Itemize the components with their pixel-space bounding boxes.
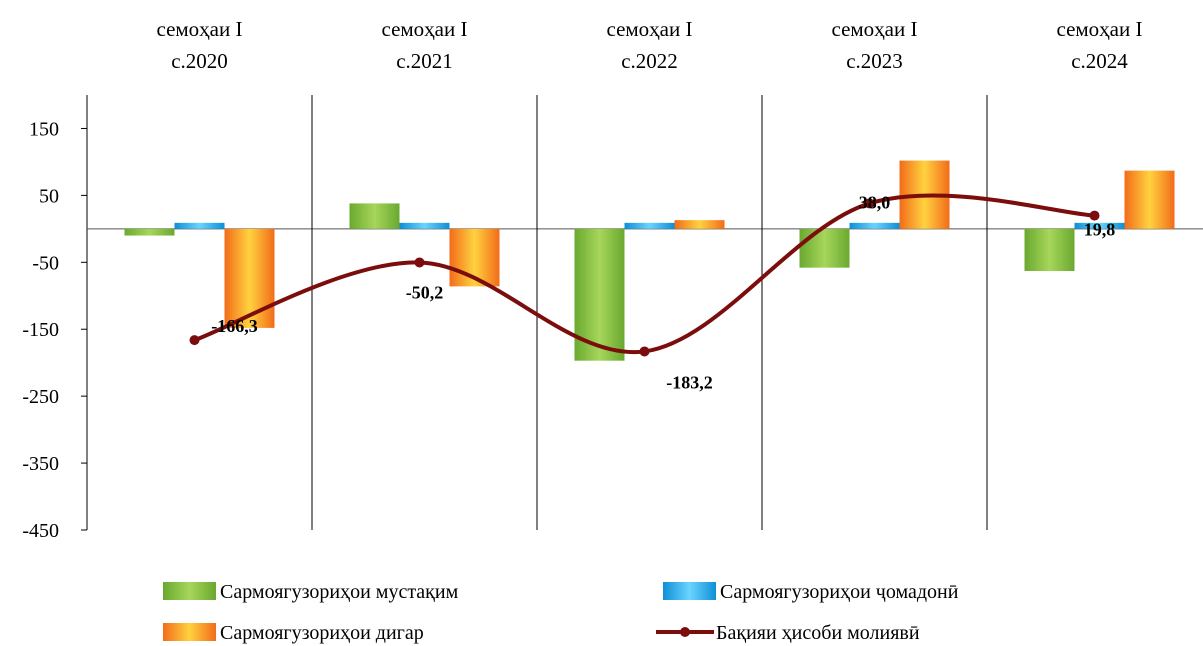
y-tick-label: -250 — [22, 386, 59, 408]
bar-other-2 — [674, 220, 725, 229]
legend-label-1: Сармоягузориҳои ҷомадонӣ — [720, 581, 959, 603]
axes-layer: 150 50 -50 -150 -250 -350 -450 семоҳаи I с.2020 с… — [22, 17, 1203, 542]
legend-swatch-0 — [163, 582, 216, 600]
balance-data-label-0: -166,3 — [211, 316, 258, 336]
category-label: семоҳаи I — [832, 17, 918, 41]
y-tick-label: 150 — [29, 118, 59, 140]
y-tick-label: -50 — [32, 252, 59, 274]
bar-other-0 — [224, 228, 275, 328]
bar-portfolio-4 — [1074, 222, 1125, 229]
y-tick-label: 50 — [39, 185, 59, 207]
bar-direct-3 — [799, 228, 850, 268]
balance-data-label-1: -50,2 — [406, 282, 444, 302]
legend-line-marker — [680, 627, 690, 637]
y-tick-label: -350 — [22, 453, 59, 475]
legend: Сармоягузориҳои мустақим Сармоягузориҳои … — [163, 581, 959, 644]
category-label: семоҳаи I — [1057, 17, 1143, 41]
labels-layer: -166,3 -50,2 -183,2 38,0 19,8 — [211, 192, 1115, 392]
bar-portfolio-1 — [399, 222, 450, 229]
category-label: с.2020 — [171, 49, 228, 73]
bar-other-4 — [1124, 170, 1175, 229]
bar-direct-1 — [349, 203, 400, 229]
category-label: с.2024 — [1071, 49, 1128, 73]
bar-direct-4 — [1024, 228, 1075, 272]
balance-line — [193, 193, 1095, 355]
category-label: с.2021 — [396, 49, 453, 73]
category-label: с.2022 — [621, 49, 678, 73]
legend-label-3: Бақияи ҳисоби молиявӣ — [716, 622, 920, 644]
balance-data-label-3: 38,0 — [859, 192, 891, 212]
bar-direct-0 — [124, 228, 175, 236]
balance-point-1 — [414, 257, 425, 268]
balance-point-0 — [189, 335, 200, 346]
balance-point-2 — [639, 346, 650, 357]
y-tick-label: -450 — [22, 520, 59, 542]
balance-point-3 — [864, 198, 875, 209]
balance-data-label-4: 19,8 — [1084, 220, 1116, 240]
category-label: семоҳаи I — [157, 17, 243, 41]
balance-data-label-2: -183,2 — [666, 372, 713, 392]
bar-portfolio-3 — [849, 222, 900, 229]
legend-swatch-1 — [663, 582, 716, 600]
category-label: с.2023 — [846, 49, 903, 73]
legend-label-2: Сармоягузориҳои дигар — [220, 622, 424, 644]
category-label: семоҳаи I — [382, 17, 468, 41]
y-tick-label: -150 — [22, 319, 59, 341]
category-label: семоҳаи I — [607, 17, 693, 41]
line-layer — [189, 193, 1100, 357]
bars-layer — [124, 160, 1175, 361]
balance-point-4 — [1089, 210, 1100, 221]
bar-portfolio-2 — [624, 222, 675, 229]
legend-label-0: Сармоягузориҳои мустақим — [220, 581, 459, 603]
bar-portfolio-0 — [174, 222, 225, 229]
legend-swatch-2 — [163, 623, 216, 641]
